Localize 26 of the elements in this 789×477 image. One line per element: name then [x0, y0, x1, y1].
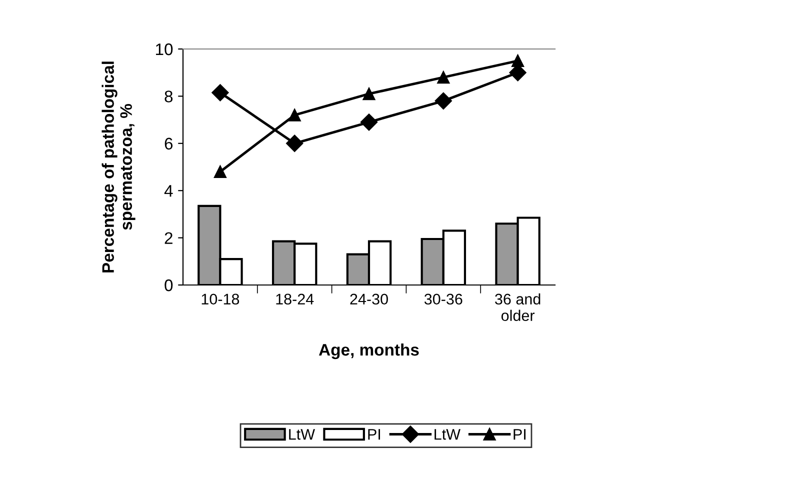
- x-tick-label: 36 and older: [495, 293, 540, 322]
- x-tick-label: 24-30: [350, 294, 388, 305]
- point: [437, 71, 450, 84]
- y-axis-title: Percentage of pathological spermatozoa, %: [102, 62, 136, 272]
- legend-label: LtW: [434, 429, 460, 440]
- y-tick-label: 4: [164, 185, 173, 197]
- x-tick-label: 10-18: [202, 294, 240, 305]
- legend-label: LtW: [289, 429, 315, 440]
- point: [434, 92, 452, 110]
- point: [214, 165, 226, 178]
- point: [360, 114, 378, 131]
- legend-label: PI: [514, 429, 526, 440]
- x-axis-title: Age, months: [318, 343, 419, 360]
- point: [512, 54, 524, 68]
- y-tick-label: 2: [164, 232, 172, 244]
- point: [286, 134, 304, 152]
- point: [212, 84, 229, 102]
- y-tick-label: 8: [164, 90, 173, 102]
- x-tick-label: 18-24: [276, 294, 314, 305]
- legend-label: PI: [368, 429, 380, 440]
- point: [288, 108, 301, 122]
- x-tick-label: 30-36: [424, 294, 462, 305]
- y-tick-label: 0: [164, 279, 173, 292]
- y-tick-label: 6: [164, 138, 173, 150]
- point: [362, 88, 376, 100]
- y-tick-label: 10: [156, 43, 173, 56]
